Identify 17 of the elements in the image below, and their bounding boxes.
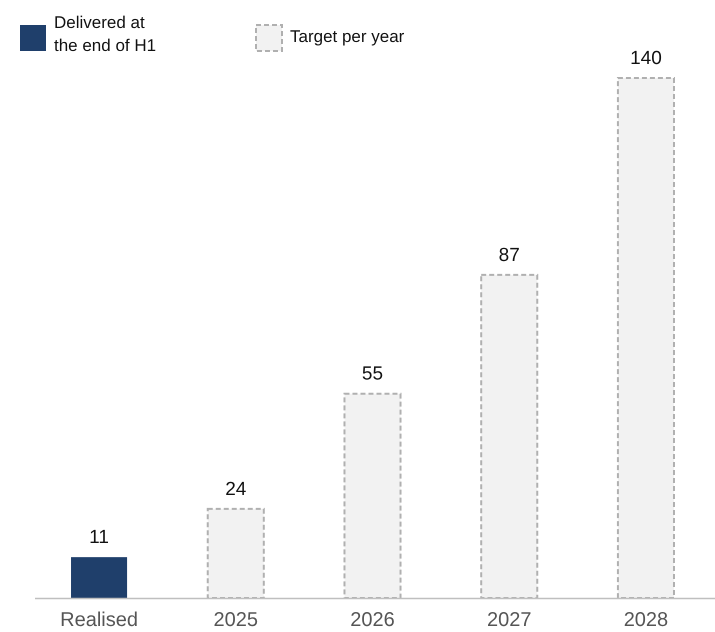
data-label: 24 [225,478,247,500]
bar [343,392,402,599]
bar [206,508,265,599]
legend-label: Delivered at the end of H1 [54,13,156,55]
x-tick-label: Realised [60,609,138,631]
x-tick-label: 2027 [486,609,532,631]
x-tick-label: 2026 [350,609,395,631]
data-label: 87 [498,244,520,266]
x-tick-label: 2025 [214,609,258,631]
data-label: 11 [89,527,109,548]
bar [480,274,538,599]
bar [71,557,128,598]
bar [616,77,675,599]
data-label: 55 [362,364,384,385]
x-tick-label: 2028 [624,609,668,631]
legend-label: Target per year [290,27,405,46]
data-label: 140 [630,48,662,69]
